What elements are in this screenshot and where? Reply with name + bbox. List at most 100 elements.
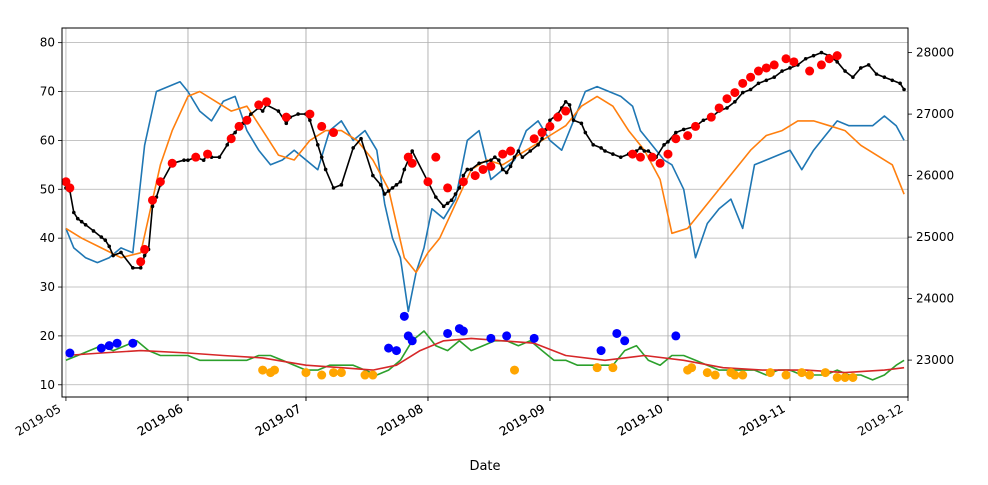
- orange-signal-marker: [510, 365, 520, 375]
- y-left-tick-label: 50: [40, 182, 55, 196]
- price-point: [520, 155, 525, 159]
- y-right-tick-label: 28000: [916, 46, 954, 60]
- price-point: [788, 66, 792, 70]
- price-point: [725, 106, 729, 110]
- price-point: [296, 112, 300, 116]
- blue-signal-marker: [443, 328, 453, 338]
- red-signal-marker: [431, 152, 441, 162]
- red-signal-marker: [148, 195, 158, 205]
- price-point: [567, 103, 572, 107]
- y-left-tick-label: 20: [40, 329, 55, 343]
- price-point: [563, 100, 568, 104]
- red-signal-marker: [234, 121, 244, 131]
- price-point: [434, 195, 438, 199]
- price-point: [902, 87, 906, 92]
- price-point: [119, 250, 123, 255]
- price-point: [764, 78, 769, 83]
- red-signal-marker: [832, 51, 842, 61]
- price-point: [469, 167, 474, 172]
- price-point: [508, 164, 513, 169]
- red-signal-marker: [761, 63, 771, 73]
- orange-signal-marker: [805, 370, 815, 380]
- y-right-tick-label: 27000: [916, 107, 954, 121]
- red-signal-marker: [738, 78, 748, 88]
- red-signal-marker: [407, 158, 417, 168]
- red-signal-marker: [753, 66, 763, 76]
- price-point: [319, 155, 324, 159]
- y-left-tick-label: 40: [40, 231, 55, 245]
- blue-signal-marker: [502, 331, 512, 341]
- price-point: [201, 158, 206, 163]
- price-point: [107, 244, 112, 249]
- red-signal-marker: [140, 244, 150, 254]
- orange-signal-marker: [269, 365, 279, 375]
- price-point: [571, 118, 576, 123]
- orange-signal-marker: [608, 363, 618, 373]
- price-point: [138, 266, 143, 270]
- blue-signal-marker: [128, 338, 138, 348]
- red-signal-marker: [329, 128, 339, 138]
- price-point: [662, 143, 666, 147]
- price-point: [103, 238, 108, 242]
- price-point: [843, 69, 847, 73]
- red-signal-marker: [537, 128, 547, 138]
- price-point: [642, 149, 647, 153]
- price-point: [378, 183, 383, 187]
- price-point: [457, 186, 462, 190]
- price-point: [260, 109, 265, 113]
- price-point: [866, 63, 871, 67]
- y-right-tick-label: 24000: [916, 292, 954, 306]
- blue-signal-marker: [620, 336, 630, 346]
- price-point: [445, 201, 450, 206]
- price-point: [701, 118, 706, 123]
- price-point: [339, 183, 344, 187]
- y-right-tick-label: 26000: [916, 169, 954, 183]
- orange-signal-marker: [702, 368, 712, 378]
- price-point: [390, 186, 395, 190]
- red-signal-marker: [317, 121, 327, 131]
- price-point: [579, 121, 584, 126]
- price-point: [477, 161, 481, 166]
- blue-signal-marker: [96, 343, 106, 353]
- price-point: [249, 112, 253, 116]
- red-signal-marker: [470, 171, 480, 181]
- orange-signal-marker: [738, 370, 748, 380]
- price-point: [733, 100, 737, 104]
- price-point: [182, 158, 186, 163]
- price-point: [398, 179, 403, 184]
- blue-signal-marker: [486, 333, 496, 343]
- price-point: [504, 170, 509, 175]
- red-signal-marker: [281, 112, 291, 122]
- y-left-tick-label: 10: [40, 378, 55, 392]
- blue-signal-marker: [596, 346, 606, 356]
- series-line-1f77b4: [65, 81, 905, 313]
- red-signal-marker: [506, 146, 516, 156]
- price-point: [461, 173, 466, 178]
- price-point: [890, 78, 895, 83]
- price-point: [315, 143, 320, 147]
- price-point: [150, 204, 155, 209]
- price-point: [79, 219, 84, 224]
- red-signal-marker: [769, 60, 779, 70]
- price-point: [500, 167, 505, 172]
- red-signal-marker: [816, 60, 826, 70]
- price-point: [449, 198, 454, 202]
- plot-frame: [61, 27, 909, 398]
- price-point: [489, 158, 493, 163]
- price-point: [276, 109, 281, 113]
- price-point: [351, 146, 355, 150]
- orange-signal-marker: [710, 370, 720, 380]
- red-signal-marker: [458, 177, 468, 187]
- price-point: [591, 143, 596, 147]
- price-point: [142, 253, 147, 258]
- red-signal-marker: [167, 158, 177, 168]
- red-signal-marker: [714, 103, 724, 113]
- blue-signal-marker: [384, 343, 394, 353]
- price-point: [611, 152, 615, 156]
- price-point: [638, 146, 643, 150]
- red-signal-marker: [730, 88, 740, 98]
- red-signal-marker: [65, 183, 75, 193]
- red-signal-marker: [136, 257, 146, 267]
